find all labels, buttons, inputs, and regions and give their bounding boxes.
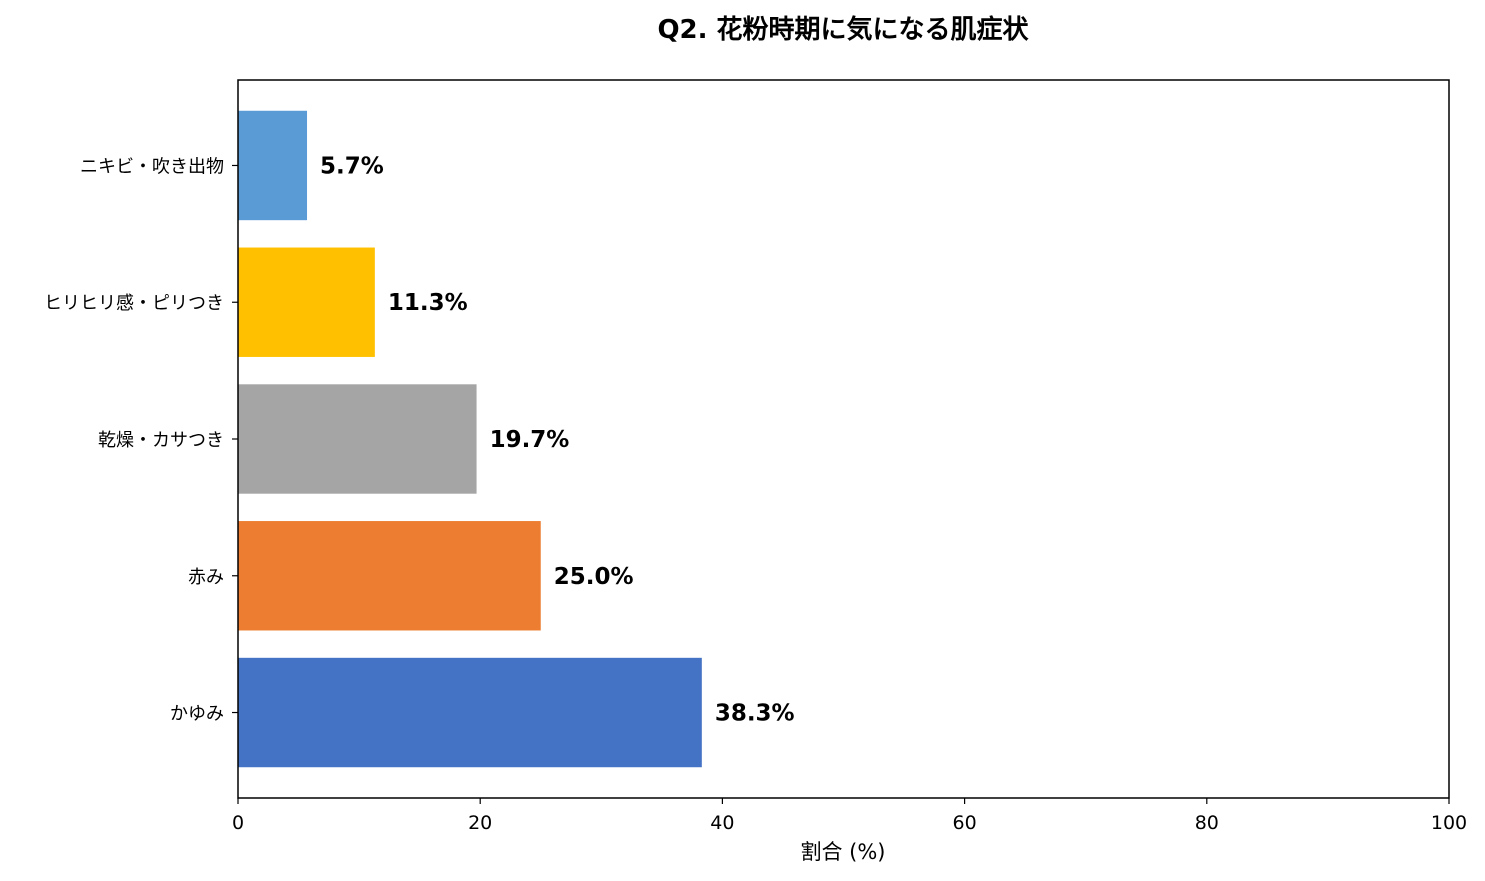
data-label-5: 5.7%	[320, 153, 384, 179]
x-axis-label: 割合 (%)	[800, 840, 885, 864]
bar-3	[238, 384, 477, 494]
y-tick-label-4: ヒリヒリ感・ピリつき	[44, 293, 224, 314]
data-label-3: 19.7%	[490, 427, 570, 453]
data-label-4: 11.3%	[388, 290, 468, 316]
y-tick-label-2: 赤み	[188, 567, 224, 588]
y-tick-label-1: かゆみ	[170, 704, 224, 725]
x-tick-label-3: 40	[710, 812, 734, 834]
y-tick-label-5: ニキビ・吹き出物	[80, 156, 224, 177]
chart-title: Q2. 花粉時期に気になる肌症状	[657, 14, 1029, 45]
bar-4	[238, 247, 375, 357]
data-label-1: 38.3%	[715, 701, 795, 727]
plot-frame	[237, 79, 1450, 799]
bar-2	[238, 521, 541, 631]
data-label-2: 25.0%	[554, 564, 634, 590]
x-axis-ticks: 0 20 40 60 80 100	[232, 798, 1467, 834]
bar-1	[238, 657, 702, 768]
x-tick-label-2: 20	[468, 812, 492, 834]
x-tick-label-1: 0	[232, 812, 244, 834]
x-tick-label-5: 80	[1195, 812, 1219, 834]
bar-5	[238, 110, 308, 221]
y-tick-label-3: 乾燥・カサつき	[98, 430, 224, 451]
x-tick-label-4: 60	[953, 812, 977, 834]
y-axis-ticks: かゆみ 赤み 乾燥・カサつき ヒリヒリ感・ピリつき ニキビ・吹き出物	[44, 156, 238, 725]
x-tick-label-6: 100	[1431, 812, 1467, 834]
bars-group: 38.3% 25.0% 19.7% 11.3% 5.7%	[238, 110, 795, 768]
